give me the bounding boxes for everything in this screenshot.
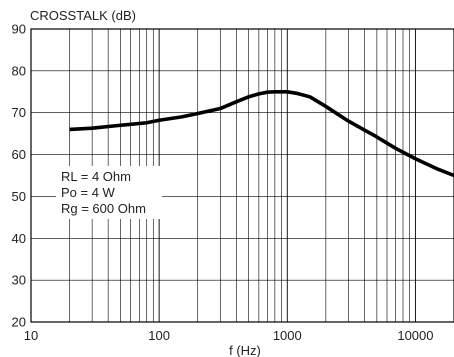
y-axis-title: CROSSTALK (dB) (30, 8, 136, 23)
x-tick-label: 1000 (273, 328, 302, 343)
annotation-rg: Rg = 600 Ohm (61, 201, 146, 216)
x-tick-label: 100 (148, 328, 170, 343)
x-tick-label: 10000 (397, 328, 433, 343)
y-tick-label: 90 (12, 22, 26, 37)
annotation-rl: RL = 4 Ohm (61, 169, 131, 184)
annotation-box: RL = 4 Ohm Po = 4 W Rg = 600 Ohm (56, 166, 162, 219)
series-group (70, 92, 454, 176)
y-tick-label: 20 (12, 315, 26, 330)
y-tick-label: 30 (12, 273, 26, 288)
y-tick-label: 60 (12, 147, 26, 162)
crosstalk-line (70, 92, 454, 176)
x-tick-label: 10 (24, 328, 38, 343)
y-tick-label: 40 (12, 231, 26, 246)
x-axis-title: f (Hz) (229, 343, 261, 357)
y-tick-label: 70 (12, 105, 26, 120)
y-tick-label: 50 (12, 189, 26, 204)
y-tick-labels: 20 30 40 50 60 70 80 90 (12, 22, 26, 330)
annotation-po: Po = 4 W (61, 185, 116, 200)
x-tick-labels: 10 100 1000 10000 (24, 328, 434, 343)
y-tick-label: 80 (12, 63, 26, 78)
